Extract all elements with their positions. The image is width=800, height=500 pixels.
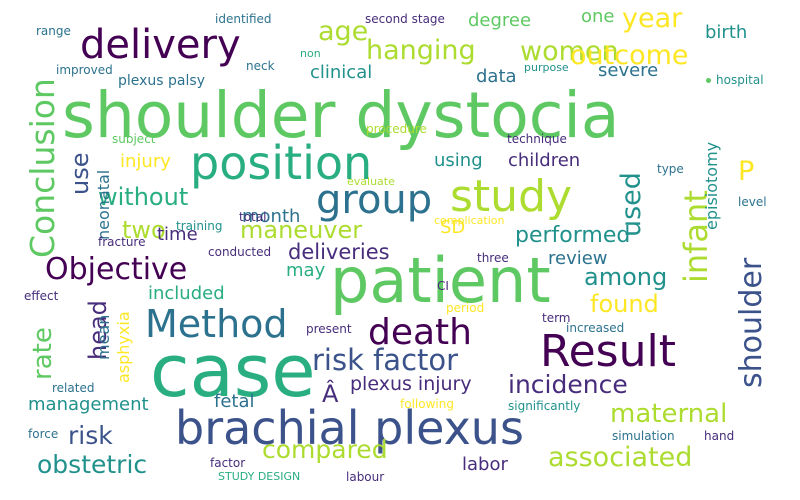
word-death: death (368, 312, 472, 353)
word-obstetric: obstetric (37, 450, 148, 479)
word-related: related (52, 381, 95, 395)
word-factor: factor (210, 456, 246, 470)
word-risk-factor: risk factor (312, 343, 459, 377)
word-training: training (176, 219, 223, 233)
word-year: year (622, 3, 683, 34)
word-asphyxia: asphyxia (114, 311, 133, 383)
word-management: management (28, 394, 149, 415)
word-children: children (508, 150, 581, 171)
word-shoulder-dystocia: shoulder dystocia (62, 79, 620, 152)
word-fracture: fracture (98, 235, 146, 249)
word-incidence: incidence (508, 370, 628, 399)
word-significantly: significantly (508, 399, 581, 413)
word-non: non (300, 47, 321, 60)
word-performed: performed (515, 223, 631, 248)
word-neonatal: neonatal (94, 169, 113, 240)
word-conducted: conducted (208, 245, 272, 259)
word-sd: SD (440, 217, 466, 238)
word-second-stage: second stage (365, 12, 445, 26)
word-conclusion: Conclusion (23, 78, 62, 258)
word-used: used (616, 172, 647, 237)
word-associated: associated (548, 442, 693, 473)
word-a-circ: Â (322, 380, 339, 408)
word-compared: compared (262, 435, 388, 464)
word-hanging: hanging (366, 35, 476, 66)
word-women: women (520, 36, 619, 67)
word-technique: technique (507, 132, 567, 146)
word-present: present (306, 322, 352, 336)
word-plexus-injury: plexus injury (350, 373, 472, 395)
word-included: included (148, 283, 225, 304)
word-simulation: simulation (612, 429, 675, 443)
word-time: time (157, 224, 198, 245)
word-result: Result (540, 326, 676, 377)
word-maternal: maternal (610, 399, 728, 429)
word-outcome: outcome (570, 40, 689, 71)
word-deliveries: deliveries (288, 240, 390, 264)
word-improved: improved (56, 63, 113, 77)
word-neck: neck (246, 59, 275, 73)
word-type: type (657, 162, 684, 176)
word-range: range (36, 24, 71, 38)
word-identified: identified (215, 12, 272, 26)
word-review: review (548, 248, 608, 269)
word-found: found (590, 290, 659, 318)
word-force: force (28, 427, 59, 441)
word-complication: complication (434, 214, 505, 227)
word-ci: CI (437, 279, 449, 293)
word-term: term (542, 311, 571, 325)
word-study-design: STUDY DESIGN (218, 470, 301, 483)
word-birth: birth (705, 22, 748, 43)
word-among: among (584, 263, 668, 291)
word-study: study (450, 171, 573, 222)
word-effect: effect (24, 289, 59, 303)
word-labor: labor (462, 454, 508, 475)
word-severe: severe (598, 60, 659, 81)
word-using: using (434, 150, 483, 171)
word-risk: risk (68, 421, 113, 450)
word-level: level (738, 195, 767, 209)
word-degree: degree (468, 10, 532, 31)
word-clinical: clinical (310, 62, 373, 83)
word-month: month (242, 206, 301, 227)
word-plexus-palsy: plexus palsy (118, 73, 205, 89)
word-method: Method (145, 302, 288, 346)
word-one: one (581, 6, 615, 27)
word-increased: increased (566, 321, 625, 335)
word-rate: rate (28, 327, 58, 380)
word-brachial-plexus: brachial plexus (175, 401, 524, 455)
word-period: period (446, 301, 485, 315)
word-total: total (239, 210, 267, 224)
word-hand: hand (704, 429, 735, 443)
word-subject: subject (112, 132, 156, 146)
word-hospital: hospital (716, 73, 764, 87)
word-group: group (316, 177, 433, 223)
word-evaluate: evaluate (347, 175, 395, 188)
word-maneuver: maneuver (240, 216, 363, 244)
hospital-dot (706, 78, 711, 83)
word-objective: Objective (45, 252, 188, 287)
word-following: following (400, 397, 454, 411)
word-mean: mean (94, 314, 113, 360)
word-age: age (318, 16, 369, 47)
word-may: may (286, 260, 326, 281)
word-delivery: delivery (80, 22, 241, 68)
word-data: data (476, 66, 517, 87)
word-without: without (98, 183, 189, 211)
word-labour: labour (346, 470, 385, 484)
word-use: use (66, 152, 94, 195)
word-position: position (190, 136, 373, 190)
word-injury: injury (120, 151, 171, 172)
word-case: case (150, 329, 316, 413)
word-episiotomy: episiotomy (702, 141, 721, 230)
word-patient: patient (330, 244, 551, 317)
word-fetal: fetal (214, 391, 255, 412)
word-p: P (738, 156, 755, 187)
word-three: three (477, 251, 509, 265)
word-shoulder: shoulder (734, 257, 769, 388)
word-purpose: purpose (524, 61, 569, 74)
word-two: two (122, 216, 166, 244)
word-procedure: procedure (366, 122, 427, 136)
